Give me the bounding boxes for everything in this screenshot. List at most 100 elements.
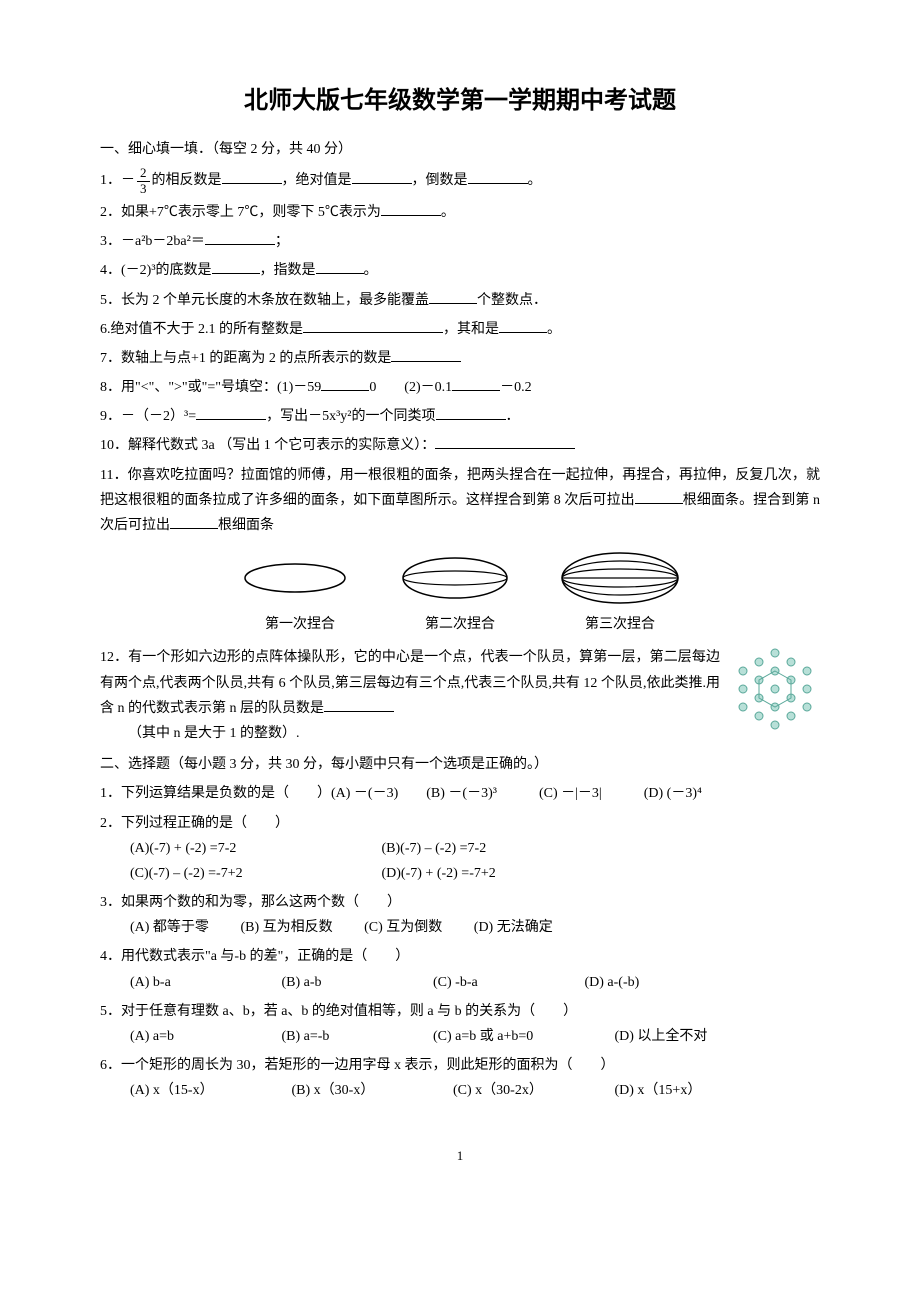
frac-num: 2 [137, 166, 150, 181]
q4-c: ，指数是 [260, 263, 316, 278]
q5-b: 个整数点． [477, 293, 547, 308]
noodle-2-icon [395, 551, 515, 606]
s2-q5: 5．对于任意有理数 a、b，若 a、b 的绝对值相等，则 a 与 b 的关系为（… [100, 999, 820, 1049]
q8-b: 0 (2)－0.1 [369, 380, 452, 395]
q9: 9．－（－2）³= ，写出－5x³y²的一个同类项 ． [100, 404, 820, 429]
q10: 10．解释代数式 3a （写出 1 个它可表示的实际意义）： [100, 433, 820, 458]
s2-q5-a: (A) a=b [130, 1024, 250, 1049]
q4-a: 4． [100, 263, 121, 278]
s2-q1-d: (－3)⁴ [667, 786, 702, 801]
q2-text: 2．如果+7℃表示零上 7℃，则零下 5℃表示为 [100, 205, 381, 220]
noodle-label-3: 第三次捏合 [585, 612, 655, 637]
page-number: 1 [100, 1144, 820, 1167]
q6-c: 。 [547, 322, 561, 337]
s2-q1-text: 1．下列运算结果是负数的是（ ）(A) －(－3) (B) [100, 786, 448, 801]
q1-a: 1．－ [100, 173, 135, 188]
s2-q6-text: 6．一个矩形的周长为 30，若矩形的一边用字母 x 表示，则此矩形的面积为（ ） [100, 1053, 820, 1078]
blank [222, 169, 282, 184]
s2-q2-text: 2．下列过程正确的是（ ） [100, 811, 820, 836]
q1-c: ，绝对值是 [282, 173, 352, 188]
s2-q1-c: (C) －|－3| (D) [497, 786, 667, 801]
section2-header: 二、选择题（每小题 3 分，共 30 分，每小题中只有一个选项是正确的。） [100, 752, 820, 777]
s2-q2-b: (B)(-7) – (-2) =7-2 [382, 836, 487, 861]
q5: 5．长为 2 个单元长度的木条放在数轴上，最多能覆盖个整数点． [100, 288, 820, 313]
s2-q5-b: (B) a=-b [282, 1024, 402, 1049]
q9-a: 9．－（－2）³= [100, 409, 196, 424]
blank [316, 259, 364, 274]
q3-text: 3．－a²b－2ba²＝ [100, 234, 205, 249]
q4-expr: (－2)³ [121, 263, 156, 278]
s2-q4-c: (C) -b-a [433, 970, 553, 995]
s2-q3-c: (C) 互为倒数 [364, 915, 442, 940]
q12: 12．有一个形如六边形的点阵体操队形，它的中心是一个点，代表一个队员，算第一层，… [100, 645, 820, 746]
q8-c: －0.2 [500, 380, 532, 395]
blank [381, 201, 441, 216]
q10-a: 10．解释代数式 3a （写出 1 个它可表示的实际意义）： [100, 438, 435, 453]
q9-expr: －5x³y² [308, 409, 351, 424]
s2-q6-b: (B) x（30-x） [292, 1078, 422, 1103]
q3: 3．－a²b－2ba²＝ ； [100, 229, 820, 254]
q9-b: ，写出 [266, 409, 308, 424]
blank [635, 489, 683, 504]
s2-q1-b: －(－3)³ [448, 786, 497, 801]
q4-d: 。 [364, 263, 378, 278]
noodle-3-icon [555, 548, 685, 608]
s2-q5-c: (C) a=b 或 a+b=0 [433, 1024, 583, 1049]
q1-b: 的相反数是 [152, 173, 222, 188]
hexagon-figure [730, 641, 820, 740]
blank [429, 289, 477, 304]
q11: 11．你喜欢吃拉面吗？拉面馆的师傅，用一根很粗的面条，把两头捏合在一起拉伸，再捏… [100, 463, 820, 539]
s2-q6-c: (C) x（30-2x） [453, 1078, 583, 1103]
blank [212, 259, 260, 274]
blank [321, 376, 369, 391]
s2-q3-a: (A) 都等于零 [130, 915, 209, 940]
q1-e: 。 [528, 173, 542, 188]
noodle-labels: 第一次捏合 第二次捏合 第三次捏合 [100, 612, 820, 637]
q6-b: ，其和是 [443, 322, 499, 337]
q7-text: 7．数轴上与点+1 的距离为 2 的点所表示的数是 [100, 351, 391, 366]
s2-q4-a: (A) b-a [130, 970, 250, 995]
blank [196, 405, 266, 420]
blank [452, 376, 500, 391]
s2-q2-c: (C)(-7) – (-2) =-7+2 [130, 861, 350, 886]
hexagon-icon [730, 641, 820, 731]
q2-end: 。 [441, 205, 455, 220]
blank [205, 230, 275, 245]
q9-d: ． [506, 409, 520, 424]
s2-q2: 2．下列过程正确的是（ ） (A)(-7) + (-2) =7-2 (B)(-7… [100, 811, 820, 887]
blank [435, 434, 575, 449]
s2-q4: 4．用代数式表示"a 与-b 的差"，正确的是（ ） (A) b-a (B) a… [100, 944, 820, 994]
frac-den: 3 [137, 182, 150, 196]
blank [436, 405, 506, 420]
blank [303, 318, 443, 333]
s2-q3-text: 3．如果两个数的和为零，那么这两个数（ ） [100, 890, 820, 915]
s2-q4-text: 4．用代数式表示"a 与-b 的差"，正确的是（ ） [100, 944, 820, 969]
s2-q6-a: (A) x（15-x） [130, 1078, 260, 1103]
s2-q4-b: (B) a-b [282, 970, 402, 995]
s2-q2-a: (A)(-7) + (-2) =7-2 [130, 836, 350, 861]
s2-q3-d: (D) 无法确定 [474, 915, 553, 940]
s2-q1: 1．下列运算结果是负数的是（ ）(A) －(－3) (B) －(－3)³ (C)… [100, 781, 820, 806]
q3-end: ； [275, 234, 289, 249]
q6-a: 6.绝对值不大于 2.1 的所有整数是 [100, 322, 303, 337]
blank [391, 347, 461, 362]
q7: 7．数轴上与点+1 的距离为 2 的点所表示的数是 [100, 346, 820, 371]
noodle-label-2: 第二次捏合 [425, 612, 495, 637]
noodle-figures [100, 548, 820, 608]
exam-title: 北师大版七年级数学第一学期期中考试题 [100, 80, 820, 123]
s2-q3: 3．如果两个数的和为零，那么这两个数（ ） (A) 都等于零 (B) 互为相反数… [100, 890, 820, 940]
q12-a: 12．有一个形如六边形的点阵体操队形，它的中心是一个点，代表一个队员，算第一层，… [100, 650, 720, 715]
blank [352, 169, 412, 184]
q11-c: 根细面条 [218, 518, 274, 533]
q12-b: （其中 n 是大于 1 的整数）. [128, 721, 820, 746]
s2-q5-text: 5．对于任意有理数 a、b，若 a、b 的绝对值相等，则 a 与 b 的关系为（… [100, 999, 820, 1024]
q1: 1．－23的相反数是，绝对值是，倒数是。 [100, 166, 820, 196]
blank [468, 169, 528, 184]
noodle-1-icon [235, 553, 355, 603]
blank [324, 697, 394, 712]
s2-q6-d: (D) x（15+x） [615, 1078, 702, 1103]
s2-q4-d: (D) a-(-b) [585, 970, 640, 995]
q6: 6.绝对值不大于 2.1 的所有整数是 ，其和是 。 [100, 317, 820, 342]
s2-q5-d: (D) 以上全不对 [615, 1024, 708, 1049]
q9-c: 的一个同类项 [352, 409, 436, 424]
